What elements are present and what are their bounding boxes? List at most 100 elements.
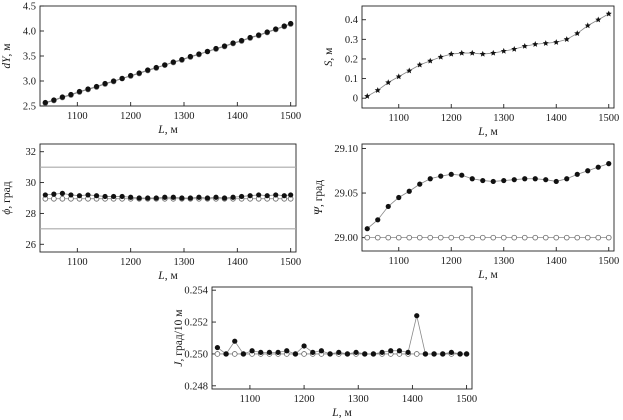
data-point [93, 83, 100, 90]
data-point [145, 67, 151, 73]
data-point [490, 178, 496, 185]
data-point [385, 79, 392, 86]
y-tick-label: 4.5 [23, 2, 36, 13]
data-point [136, 195, 142, 201]
data-point [469, 176, 475, 182]
data-point [374, 234, 381, 241]
data-point [275, 349, 281, 355]
data-point [458, 49, 465, 56]
data-point [162, 194, 168, 200]
data-point [574, 30, 581, 37]
data-point [479, 234, 486, 241]
y-axis-variable: J [173, 361, 185, 367]
data-point [448, 171, 454, 177]
data-point [463, 351, 470, 357]
data-point [310, 349, 316, 355]
data-point [395, 234, 402, 241]
x-tick-label: 1300 [174, 111, 195, 122]
data-point [406, 234, 413, 241]
x-tick-label: 1200 [441, 256, 462, 267]
data-point [301, 343, 307, 349]
y-tick-label: 4.0 [23, 27, 36, 38]
y-tick-label: 29.00 [334, 233, 358, 244]
data-point [364, 226, 370, 232]
x-tick-label: 1100 [388, 256, 409, 267]
data-point [595, 16, 602, 23]
data-point [230, 40, 236, 46]
y-axis-variable: Ψ [313, 206, 325, 215]
x-tick-label: 1500 [280, 111, 301, 122]
x-tick-label: 1200 [294, 394, 315, 405]
y-axis-label: ϕ, град [1, 181, 13, 214]
x-tick-label: 1100 [240, 394, 261, 405]
data-point [59, 94, 65, 100]
x-axis-unit: , м [339, 407, 353, 419]
y-tick-label: 0.2 [345, 54, 358, 65]
data-point [119, 75, 125, 82]
data-point [459, 172, 465, 178]
data-point [605, 234, 612, 241]
x-tick-label: 1100 [67, 111, 88, 122]
y-axis-variable: dY [1, 55, 13, 69]
data-point [362, 351, 368, 357]
x-axis-label: L, м [157, 124, 178, 136]
data-point [213, 194, 219, 200]
x-axis-label: L, м [331, 407, 352, 419]
data-point [102, 80, 108, 87]
series-line [366, 163, 609, 230]
y-tick-label: 32 [26, 147, 37, 158]
data-point [187, 53, 193, 60]
series-line [45, 23, 291, 103]
series-line [367, 13, 609, 97]
x-tick-label: 1400 [227, 111, 248, 122]
data-point [111, 78, 117, 84]
data-point [385, 203, 391, 210]
x-axis-unit: , м [165, 124, 179, 136]
data-point [273, 192, 279, 198]
data-point [51, 97, 57, 103]
data-point [521, 43, 528, 49]
data-point [284, 348, 290, 354]
plot-frame [39, 143, 297, 253]
data-point [59, 190, 65, 196]
y-tick-label: 30 [26, 178, 37, 189]
y-tick-label: 0.250 [184, 349, 208, 360]
data-point [379, 349, 385, 355]
data-point [413, 351, 420, 357]
y-axis-unit: , град/10 м [173, 309, 185, 362]
data-point [469, 234, 476, 241]
data-point [416, 61, 423, 68]
data-point [563, 36, 570, 42]
y-tick-label: 0.1 [345, 74, 358, 85]
data-point [51, 195, 57, 202]
data-point [543, 177, 549, 183]
x-tick-label: 1500 [598, 256, 619, 267]
data-point [336, 349, 342, 355]
data-point [318, 348, 325, 354]
y-tick-label: 26 [26, 240, 37, 251]
data-point [258, 349, 264, 355]
data-point [448, 234, 455, 241]
panel-phi-chart: 1100 1200 1300 1400 1500 26 28 30 32 L, м ϕ, град [1, 143, 301, 282]
data-point [448, 349, 455, 355]
data-point [196, 51, 202, 57]
data-point [553, 39, 560, 45]
data-point [416, 234, 423, 241]
data-point [490, 234, 497, 241]
data-point [606, 161, 612, 167]
x-axis-label: L, м [477, 269, 498, 281]
data-point [584, 234, 591, 241]
data-point [522, 176, 528, 182]
data-point [136, 70, 142, 76]
y-axis-unit: , м [1, 43, 13, 57]
y-tick-label: 0.4 [345, 15, 359, 26]
data-point [532, 234, 539, 241]
data-point [221, 195, 228, 201]
data-point [344, 351, 351, 357]
y-axis-variable: ϕ [1, 209, 13, 215]
x-axis-label: L, м [477, 126, 498, 138]
x-tick-label: 1200 [120, 257, 141, 268]
x-tick-label: 1100 [67, 257, 88, 268]
data-point [553, 178, 559, 185]
